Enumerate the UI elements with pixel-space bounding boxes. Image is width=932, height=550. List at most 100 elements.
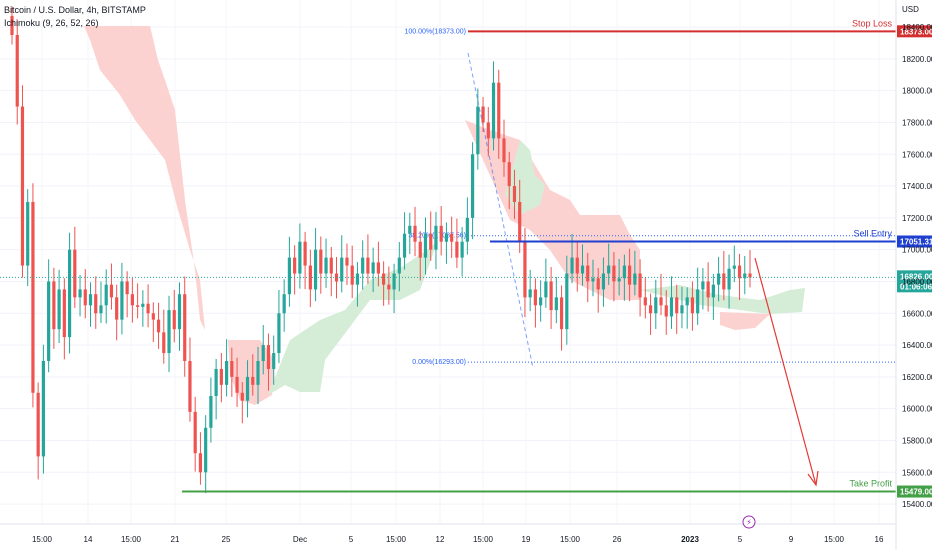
time-tick-label: 16 (875, 535, 884, 544)
level-price-value: 17051.31 (900, 238, 932, 247)
candle-body (183, 294, 187, 361)
price-tick-label: 16000.00 (902, 405, 932, 414)
candle-body (293, 257, 297, 274)
candle-body (523, 241, 527, 298)
time-tick-label: 12 (436, 535, 445, 544)
candle-body (73, 249, 77, 298)
candle-body (402, 233, 407, 258)
time-tick-label: 9 (789, 535, 794, 544)
candles (10, 6, 752, 494)
candle-body (172, 310, 176, 330)
candle-body (345, 257, 349, 266)
time-tick-label: 25 (222, 535, 231, 544)
candle-body (470, 154, 475, 218)
candle-body (528, 289, 532, 298)
price-tick-label: 18000.00 (902, 87, 932, 96)
price-tick-label: 15600.00 (902, 468, 932, 477)
candle-body (628, 265, 632, 285)
candle-body (465, 217, 469, 242)
price-tick-label: 16200.00 (902, 373, 932, 382)
time-axis[interactable]: 15:00 14 15:00 21 25 Dec 5 15:00 12 15:00 19 15:00 2… (0, 515, 896, 544)
candle-body (115, 297, 119, 320)
candle-body (298, 241, 302, 274)
candle-body (638, 273, 642, 298)
candle-body (743, 273, 747, 279)
level-price-tag (897, 235, 932, 248)
indicator-label: Ichimoku (9, 26, 52, 26) (4, 18, 99, 28)
candle-body (287, 257, 292, 295)
candle-body (308, 265, 312, 290)
candle-body (696, 289, 700, 314)
candle-body (397, 257, 401, 274)
candle-body (47, 281, 51, 361)
candle-body (716, 273, 721, 285)
candle-body (324, 257, 328, 274)
candle-body (141, 303, 145, 307)
price-tick-label: 17600.00 (902, 150, 932, 159)
candle-body (10, 15, 14, 35)
candle-body (266, 345, 271, 369)
time-tick-label: 15:00 (121, 535, 142, 544)
candle-body (748, 273, 752, 278)
candle-body (261, 345, 265, 361)
candle-body (690, 297, 695, 314)
lightning-icon: ⚡ (746, 518, 752, 527)
candle-body (680, 305, 684, 314)
candle-body (570, 257, 574, 274)
currency-label: USD (902, 5, 919, 14)
candle-body (371, 262, 375, 274)
level-label: Sell Entry (853, 229, 892, 239)
candle-body (497, 82, 501, 139)
time-tick-label: Dec (293, 535, 307, 544)
candle-body (104, 284, 108, 306)
candle-body (83, 289, 87, 306)
candle-body (230, 360, 234, 377)
time-tick-label: 21 (171, 535, 180, 544)
candle-body (313, 249, 318, 290)
candle-body (580, 265, 585, 274)
candle-body (711, 284, 715, 298)
price-tick-label: 16800.00 (902, 277, 932, 286)
candle-body (664, 305, 668, 317)
candle-body (198, 453, 203, 473)
candle-body (193, 411, 197, 454)
candle-body (491, 82, 496, 139)
candle-body (99, 305, 103, 314)
time-tick-label: 14 (84, 535, 93, 544)
candle-body (460, 241, 464, 258)
price-tick-label: 17800.00 (902, 118, 932, 127)
price-tick-label: 18400.00 (902, 23, 932, 32)
candle-body (455, 241, 459, 258)
price-tick-label: 17400.00 (902, 182, 932, 191)
price-tick-label: 18200.00 (902, 55, 932, 64)
projection-arrow-head (807, 470, 819, 487)
price-tick-label: 17000.00 (902, 246, 932, 255)
candle-body (277, 313, 281, 354)
price-tick-label: 17200.00 (902, 214, 932, 223)
time-tick-label: 5 (349, 535, 354, 544)
candle-body (607, 265, 611, 274)
candle-body (376, 262, 380, 274)
candle-body (648, 305, 653, 314)
candle-body (235, 376, 239, 393)
candle-body (20, 106, 25, 266)
candle-body (669, 297, 674, 317)
candle-body (67, 249, 72, 338)
candle-body (94, 294, 98, 314)
level-price-tag (897, 485, 932, 498)
price-axis[interactable]: 15400.00 15600.00 15800.00 16000.00 16200.00… (895, 0, 932, 550)
candle-body (701, 281, 705, 290)
candle-body (732, 265, 736, 269)
candle-body (57, 289, 61, 330)
candle-body (240, 392, 244, 401)
candle-body (355, 273, 360, 285)
candle-body (737, 265, 742, 279)
candle-body (272, 353, 276, 369)
candle-body (486, 122, 490, 139)
candle-body (476, 106, 480, 155)
candle-body (340, 257, 344, 282)
candle-body (219, 368, 223, 385)
candle-body (204, 427, 208, 473)
